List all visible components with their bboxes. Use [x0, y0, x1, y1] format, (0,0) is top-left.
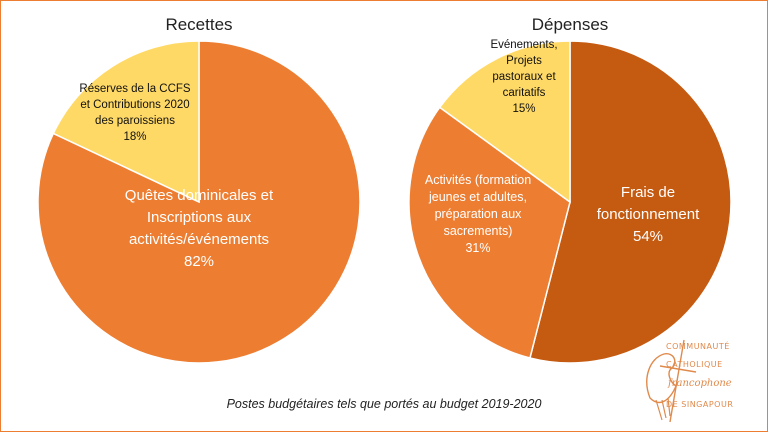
pie-0-slice-1-label: Réserves de la CCFS et Contributions 2020…	[79, 83, 191, 143]
logo-line-3: francophone	[668, 378, 732, 389]
logo-line-1: COMMUNAUTÉ	[666, 342, 730, 351]
pie-0-slice-0-label: Quêtes dominicales et Inscriptions aux act…	[125, 187, 274, 270]
pie-0-title: Recettes	[165, 15, 232, 34]
pie-1-slice-1	[408, 106, 571, 359]
pie-1-title: Dépenses	[532, 15, 609, 34]
logo-mark	[646, 339, 697, 423]
pie-1-slice-2	[438, 40, 571, 204]
community-logo: COMMUNAUTÉ CATHOLIQUE francophone DE SIN…	[640, 338, 762, 424]
pie-1-slice-0-label: Frais de fonctionnement 54%	[597, 184, 700, 245]
pie-0-slice-1	[52, 40, 200, 204]
logo-line-4: DE SINGAPOUR	[666, 400, 734, 409]
pie-1-slice-1-label: Activités (formation jeunes et adultes, pr…	[425, 173, 531, 255]
pie-1-slice-0	[529, 40, 732, 364]
chart-caption: Postes budgétaires tels que portés au bu…	[226, 397, 542, 411]
logo-line-2: CATHOLIQUE	[666, 360, 723, 369]
pie-1-slice-2-label: Evénements, Projets pastoraux et caritatifs…	[490, 39, 557, 115]
